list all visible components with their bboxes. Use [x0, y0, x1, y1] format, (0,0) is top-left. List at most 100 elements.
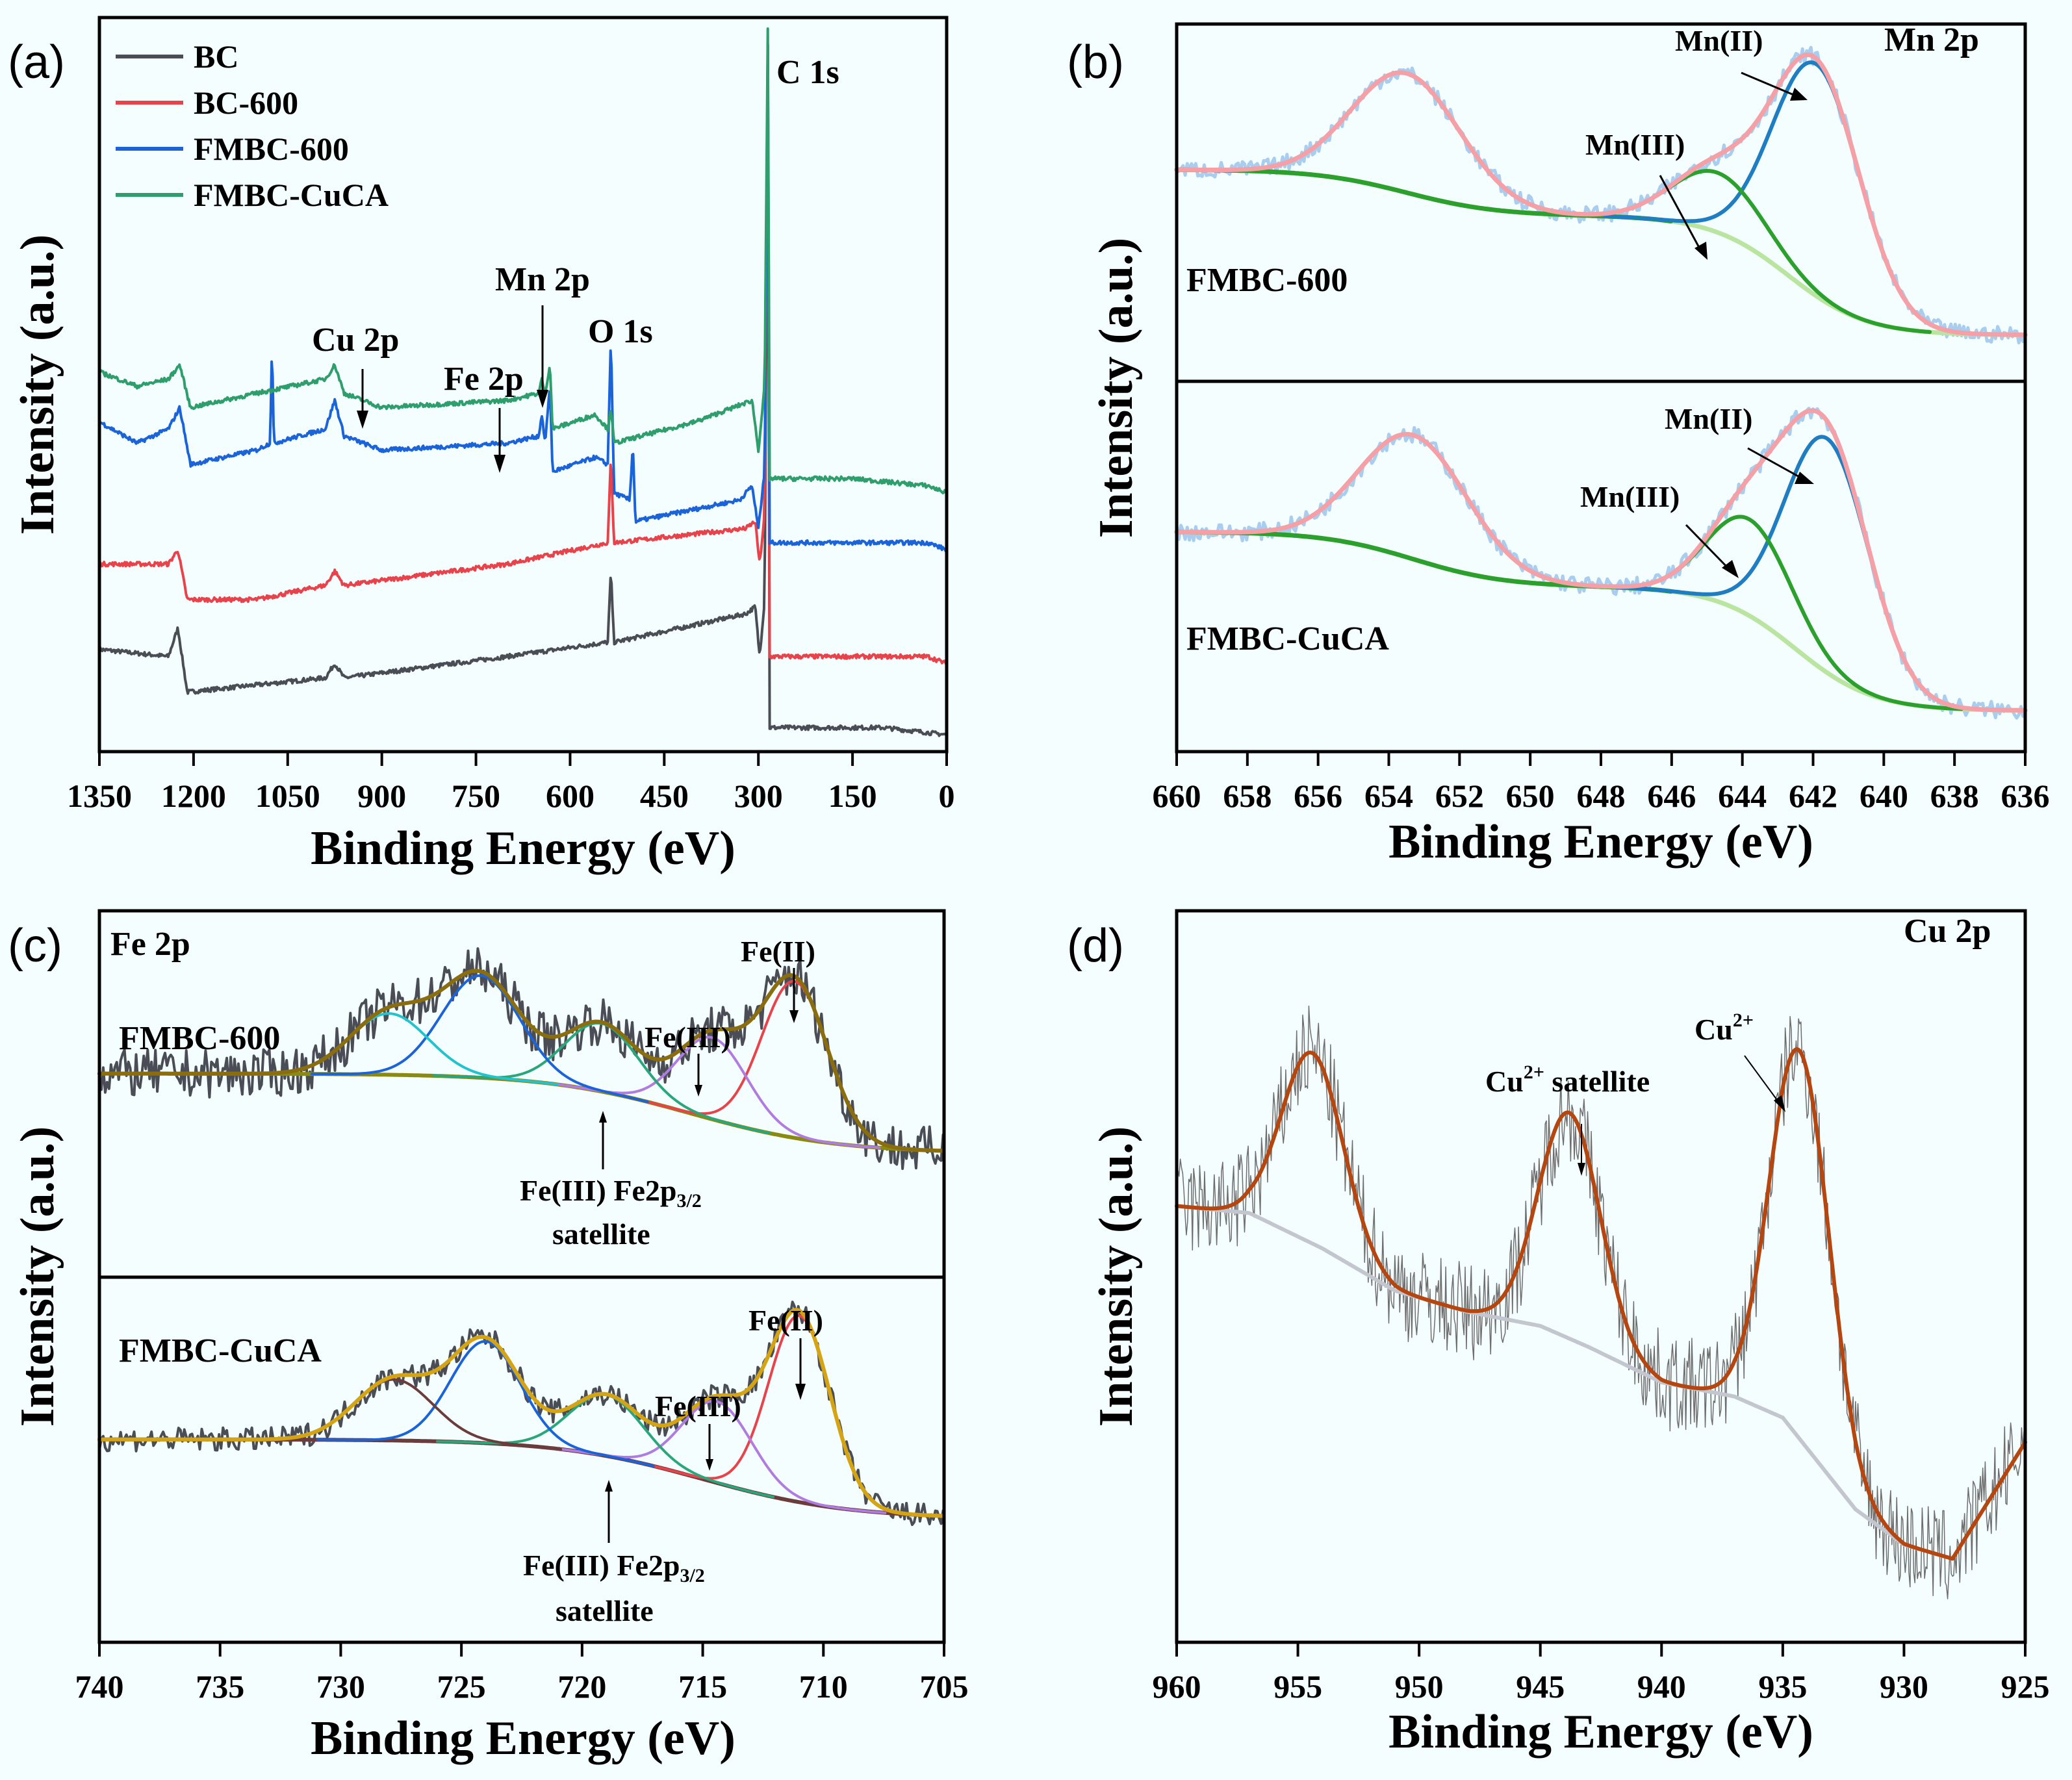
legend-label-bc-600: BC-600: [194, 84, 298, 121]
series-bc-600: [98, 42, 948, 667]
arrowhead-fe3-top: [695, 1085, 702, 1097]
x-tick-label: 725: [437, 1668, 486, 1705]
panel-c-fe2p: (c) 740 735 730 725 720 715 710 705 Fe 2p FMBC-…: [8, 909, 969, 1765]
panel-c-y-axis-label: Intensity (a.u.): [11, 1126, 64, 1427]
panel-d-tag: (d): [1067, 920, 1124, 972]
arrow-mn2-bottom: [1747, 447, 1807, 482]
background-cu2p: [1175, 1204, 1943, 1557]
label-fe3-top: Fe(III): [645, 1021, 731, 1054]
panel-c-title: Fe 2p: [110, 926, 190, 963]
arrowhead-fe3-bottom: [706, 1459, 713, 1471]
x-tick-label: 150: [828, 778, 877, 814]
label-mn2-top: Mn(II): [1675, 24, 1763, 57]
arrowhead-sat-top: [599, 1111, 607, 1123]
x-tick-label: 642: [1789, 778, 1837, 814]
x-tick-label: 644: [1718, 778, 1767, 814]
label-fe3-bottom: Fe(III): [655, 1390, 741, 1423]
series-bc: [98, 44, 948, 737]
panel-b-tag: (b): [1067, 36, 1124, 88]
label-sat-top-line1: Fe(III) Fe2p3/2: [520, 1174, 702, 1212]
annotation-mn2p: Mn 2p: [495, 261, 590, 298]
x-tick-label: 930: [1880, 1668, 1928, 1705]
arrowhead-fe2-top: [789, 1010, 799, 1023]
label-sat-bottom-line2: satellite: [556, 1594, 654, 1627]
arrowhead-mn2-top: [1790, 88, 1808, 101]
panel-d-cu2p: (d) 960 955 950 945 940 935 930 925 Cu 2p Cu2+ …: [1067, 909, 2050, 1759]
raw-data-fmbc-600: [98, 947, 945, 1170]
x-tick-label: 1050: [255, 778, 320, 814]
panel-b-y-axis-label: Intensity (a.u.): [1090, 238, 1143, 539]
sat-subscript: 3/2: [676, 1190, 701, 1212]
sat-text: Fe(III) Fe2p: [520, 1174, 676, 1207]
panel-d-x-axis-label: Binding Energy (eV): [1388, 1705, 1813, 1759]
raw-data-fmbc-cuca: [98, 1301, 945, 1527]
panel-a-curves: [98, 27, 948, 737]
sat-superscript: 2+: [1524, 1062, 1544, 1083]
raw-data-fmbc-cuca: [1175, 407, 2027, 720]
sat-text: Cu: [1485, 1065, 1524, 1098]
panel-d-frame: [1175, 909, 2027, 1644]
x-tick-label: 900: [357, 778, 406, 814]
sat-text: Fe(III) Fe2p: [523, 1549, 680, 1582]
panel-c-sample-bottom: FMBC-CuCA: [119, 1332, 322, 1369]
x-tick-label: 0: [939, 778, 955, 814]
envelope-fmbc-cuca: [1174, 408, 2028, 713]
panel-b-x-ticks: 660 658 656 654 652 650 648 646 644 642 640 638 636: [1153, 752, 2050, 814]
arrowhead-mn2p: [537, 390, 548, 408]
panel-d-curves: [1175, 1005, 2027, 1599]
panel-a-y-axis-label: Intensity (a.u.): [11, 235, 64, 535]
arrowhead-cu-satellite: [1578, 1163, 1585, 1176]
arrowhead-cu2plus: [1774, 1095, 1785, 1112]
panel-b-sample-bottom: FMBC-CuCA: [1186, 620, 1389, 657]
x-tick-label: 646: [1647, 778, 1696, 814]
arrowhead-mn3-top: [1695, 242, 1707, 260]
panel-c-x-ticks: 740 735 730 725 720 715 710 705: [75, 1642, 969, 1705]
x-tick-label: 636: [2001, 778, 2050, 814]
x-tick-label: 750: [452, 778, 500, 814]
x-tick-label: 450: [640, 778, 689, 814]
arrow-mn3-bottom: [1685, 524, 1733, 573]
panel-a-legend: BC BC-600 FMBC-600 FMBC-CuCA: [116, 38, 389, 213]
label-fe2-top: Fe(II): [741, 935, 815, 968]
x-tick-label: 940: [1637, 1668, 1686, 1705]
x-tick-label: 658: [1223, 778, 1272, 814]
label-mn3-top: Mn(III): [1585, 128, 1685, 161]
envelope-fmbc-cuca: [97, 1308, 945, 1518]
legend-label-bc: BC: [194, 38, 238, 75]
x-tick-label: 925: [2001, 1668, 2050, 1705]
panel-b-x-axis-label: Binding Energy (eV): [1388, 815, 1813, 869]
x-tick-label: 735: [196, 1668, 244, 1705]
annotation-o1s: O 1s: [588, 313, 653, 350]
panel-a-tag: (a): [8, 36, 65, 88]
panel-d-y-axis-label: Intensity (a.u.): [1090, 1126, 1143, 1427]
x-tick-label: 650: [1506, 778, 1555, 814]
series-fmbc-cuca: [98, 27, 948, 496]
x-tick-label: 935: [1758, 1668, 1807, 1705]
sat-subscript: 3/2: [680, 1565, 704, 1586]
arrow-mn3-top: [1659, 175, 1704, 254]
x-tick-label: 660: [1153, 778, 1201, 814]
annotation-c1s: C 1s: [776, 54, 839, 91]
raw-data-cu2p: [1176, 1005, 2026, 1599]
arrowhead-sat-bottom: [605, 1480, 613, 1492]
label-sat-top-line2: satellite: [552, 1217, 650, 1251]
x-tick-label: 960: [1153, 1668, 1201, 1705]
x-tick-label: 300: [734, 778, 783, 814]
background-fmbc-600: [1174, 167, 2028, 337]
x-tick-label: 600: [546, 778, 595, 814]
x-tick-label: 648: [1577, 778, 1626, 814]
cu-superscript: 2+: [1733, 1010, 1754, 1031]
x-tick-label: 638: [1930, 778, 1979, 814]
legend-label-fmbc-600: FMBC-600: [194, 131, 349, 167]
label-cu2plus: Cu2+: [1695, 1010, 1754, 1046]
arrowhead-fe2-bottom: [795, 1384, 806, 1400]
component-fe-2p1-2: [316, 1340, 655, 1468]
label-mn3-bottom: Mn(III): [1580, 480, 1680, 513]
x-tick-label: 652: [1435, 778, 1484, 814]
x-tick-label: 945: [1516, 1668, 1565, 1705]
arrowhead-mn2-bottom: [1795, 472, 1814, 484]
cu-text: Cu: [1695, 1013, 1733, 1046]
legend-label-fmbc-cuca: FMBC-CuCA: [194, 177, 389, 213]
arrowhead-mn3-bottom: [1722, 560, 1739, 578]
label-fe2-bottom: Fe(II): [748, 1304, 823, 1337]
